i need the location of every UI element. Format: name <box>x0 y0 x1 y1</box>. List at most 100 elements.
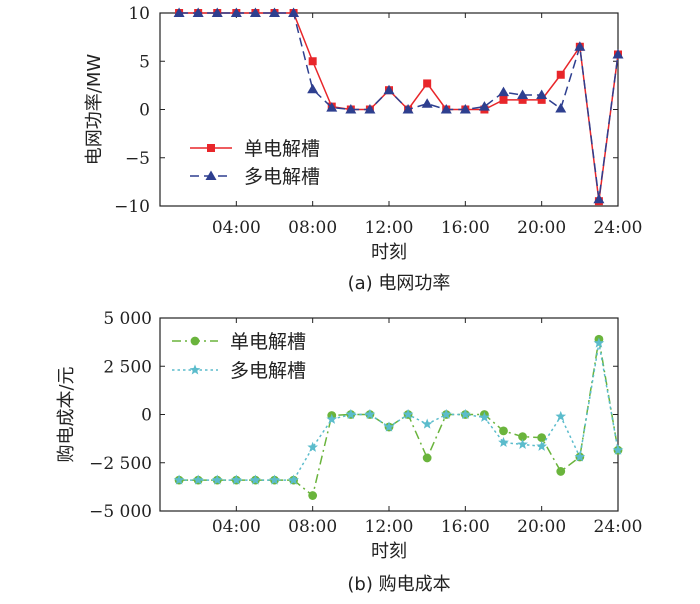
data-point <box>231 474 242 485</box>
data-point <box>269 474 280 485</box>
legend-marker <box>207 144 215 152</box>
data-point <box>499 95 508 104</box>
data-point <box>288 474 299 485</box>
data-point <box>574 451 586 462</box>
data-point <box>308 57 317 66</box>
x-tick-label: 20:00 <box>517 218 566 238</box>
chart-caption: (b) 购电成本 <box>347 574 450 595</box>
data-point <box>556 70 565 79</box>
data-point <box>364 104 376 114</box>
legend-label: 多电解槽 <box>244 166 320 188</box>
data-point <box>173 7 185 17</box>
y-tick-label: 0 <box>139 101 150 121</box>
data-point <box>612 48 624 59</box>
data-point <box>517 89 529 100</box>
data-point <box>479 411 490 422</box>
plot-frame <box>159 12 619 207</box>
y-axis-label: 购电成本/元 <box>56 366 77 462</box>
data-point <box>192 474 204 485</box>
chart-panel-2: −5 000 −2 500 0 2 500 5 000 04:00 08:00 12:00 16… <box>56 309 643 595</box>
chart-caption: (a) 电网功率 <box>348 273 451 294</box>
x-tick-label: 12:00 <box>365 517 414 537</box>
data-point <box>421 98 433 108</box>
data-point <box>593 193 605 204</box>
data-point <box>537 95 546 104</box>
x-tick-label: 04:00 <box>212 517 261 537</box>
data-point <box>364 408 376 420</box>
data-point <box>478 101 490 111</box>
x-tick-label: 24:00 <box>594 517 643 537</box>
y-tick-label: −10 <box>114 197 150 217</box>
data-point <box>402 104 414 114</box>
data-point <box>308 491 318 500</box>
legend-label: 单电解槽 <box>244 138 320 160</box>
legend-marker <box>190 336 200 346</box>
data-point <box>498 86 509 97</box>
x-tick-label: 08:00 <box>288 517 337 537</box>
y-tick-label: −5 <box>125 149 150 169</box>
data-point <box>269 7 280 17</box>
legend-marker <box>189 364 201 375</box>
data-point <box>593 337 605 348</box>
data-point <box>517 438 528 449</box>
y-tick-label: 5 000 <box>103 309 152 329</box>
y-tick-label: 10 <box>128 4 150 24</box>
legend-marker <box>205 170 217 180</box>
series-2 <box>173 337 624 485</box>
data-point <box>518 95 527 104</box>
data-point <box>440 104 452 114</box>
legend-label: 多电解槽 <box>230 360 306 382</box>
y-tick-label: −2 500 <box>89 454 152 474</box>
data-point <box>192 7 204 17</box>
data-point <box>612 444 624 455</box>
data-point <box>555 103 567 113</box>
data-point <box>307 83 319 94</box>
series-2 <box>173 7 624 204</box>
data-point <box>536 440 547 451</box>
data-point <box>288 7 300 17</box>
y-tick-label: 5 <box>139 52 150 72</box>
x-tick-label: 20:00 <box>517 517 566 537</box>
x-tick-label: 16:00 <box>441 517 490 537</box>
x-axis-label: 时刻 <box>371 242 407 263</box>
data-point <box>459 104 471 114</box>
legend-label: 单电解槽 <box>230 331 306 353</box>
x-tick-label: 16:00 <box>441 218 490 238</box>
data-point <box>383 84 395 95</box>
x-tick-label: 08:00 <box>288 218 337 238</box>
data-point <box>555 410 567 421</box>
data-point <box>421 418 433 429</box>
data-point <box>250 474 261 485</box>
data-point <box>307 441 318 452</box>
data-point <box>440 408 452 420</box>
data-point <box>211 7 223 17</box>
x-tick-label: 24:00 <box>594 218 643 238</box>
y-tick-label: 2 500 <box>103 357 152 377</box>
data-point <box>518 432 527 442</box>
data-point <box>460 408 471 420</box>
data-point <box>498 436 509 448</box>
x-tick-label: 12:00 <box>365 218 414 238</box>
data-point <box>537 433 547 443</box>
plot-frame <box>159 317 619 512</box>
x-axis-label: 时刻 <box>371 541 407 562</box>
data-point <box>249 7 261 17</box>
data-point <box>574 41 586 51</box>
data-point <box>383 421 395 432</box>
y-axis-label: 电网功率/MW <box>84 54 105 166</box>
y-tick-label: 0 <box>141 406 152 426</box>
data-point <box>423 79 432 88</box>
data-point <box>326 102 338 112</box>
data-point <box>556 467 566 476</box>
data-point <box>211 474 223 485</box>
data-point <box>499 426 508 436</box>
data-point <box>326 413 338 424</box>
chart-panel-1: −10 −5 0 5 10 04:00 08:00 12:00 16:00 20:00 24:00 时… <box>84 4 643 294</box>
data-point <box>230 7 242 17</box>
data-point <box>402 408 414 420</box>
data-point <box>173 474 185 485</box>
data-point <box>422 453 432 463</box>
